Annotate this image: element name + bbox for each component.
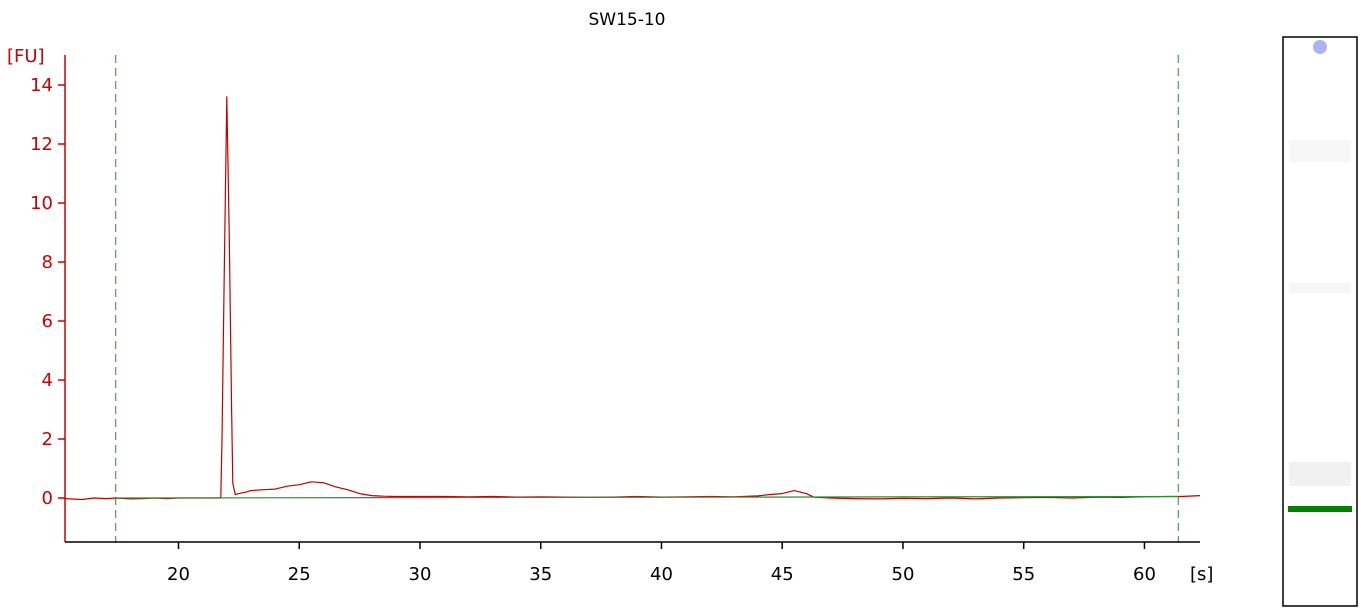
chart-title: SW15-10 — [589, 10, 666, 30]
y-axis: 0 2 4 6 8 10 12 14 — [30, 55, 66, 542]
y-tick-label: 10 — [30, 193, 53, 214]
y-tick-label: 6 — [42, 311, 53, 332]
y-axis-label: [FU] — [7, 46, 45, 67]
y-tick-label: 4 — [42, 370, 53, 391]
x-tick-label: 25 — [288, 564, 311, 585]
x-tick-label: 35 — [529, 564, 552, 585]
y-tick-label: 2 — [42, 429, 53, 450]
gel-marker-dot — [1313, 40, 1327, 54]
gel-lane — [1282, 36, 1358, 607]
signal-trace — [64, 96, 1201, 501]
gel-green-band — [1288, 506, 1352, 512]
gel-faint-band — [1289, 283, 1351, 293]
x-tick-label: 20 — [167, 564, 190, 585]
marker-lines — [115, 55, 1179, 542]
gel-lane-frame — [1282, 36, 1358, 607]
x-axis: 20 25 30 35 40 45 50 55 60 — [65, 541, 1200, 585]
x-tick-label: 45 — [771, 564, 794, 585]
x-tick-label: 40 — [650, 564, 673, 585]
x-axis-label: [s] — [1190, 564, 1213, 585]
x-tick-label: 30 — [409, 564, 432, 585]
x-tick-label: 50 — [892, 564, 915, 585]
x-tick-label: 55 — [1012, 564, 1035, 585]
y-tick-label: 14 — [30, 75, 53, 96]
y-tick-label: 0 — [42, 488, 53, 509]
baseline-trace — [115, 495, 1179, 499]
series-group — [64, 96, 1201, 501]
gel-faint-band — [1289, 462, 1351, 486]
y-tick-label: 8 — [42, 252, 53, 273]
y-tick-label: 12 — [30, 134, 53, 155]
gel-faint-band — [1289, 140, 1351, 162]
x-tick-label: 60 — [1133, 564, 1156, 585]
